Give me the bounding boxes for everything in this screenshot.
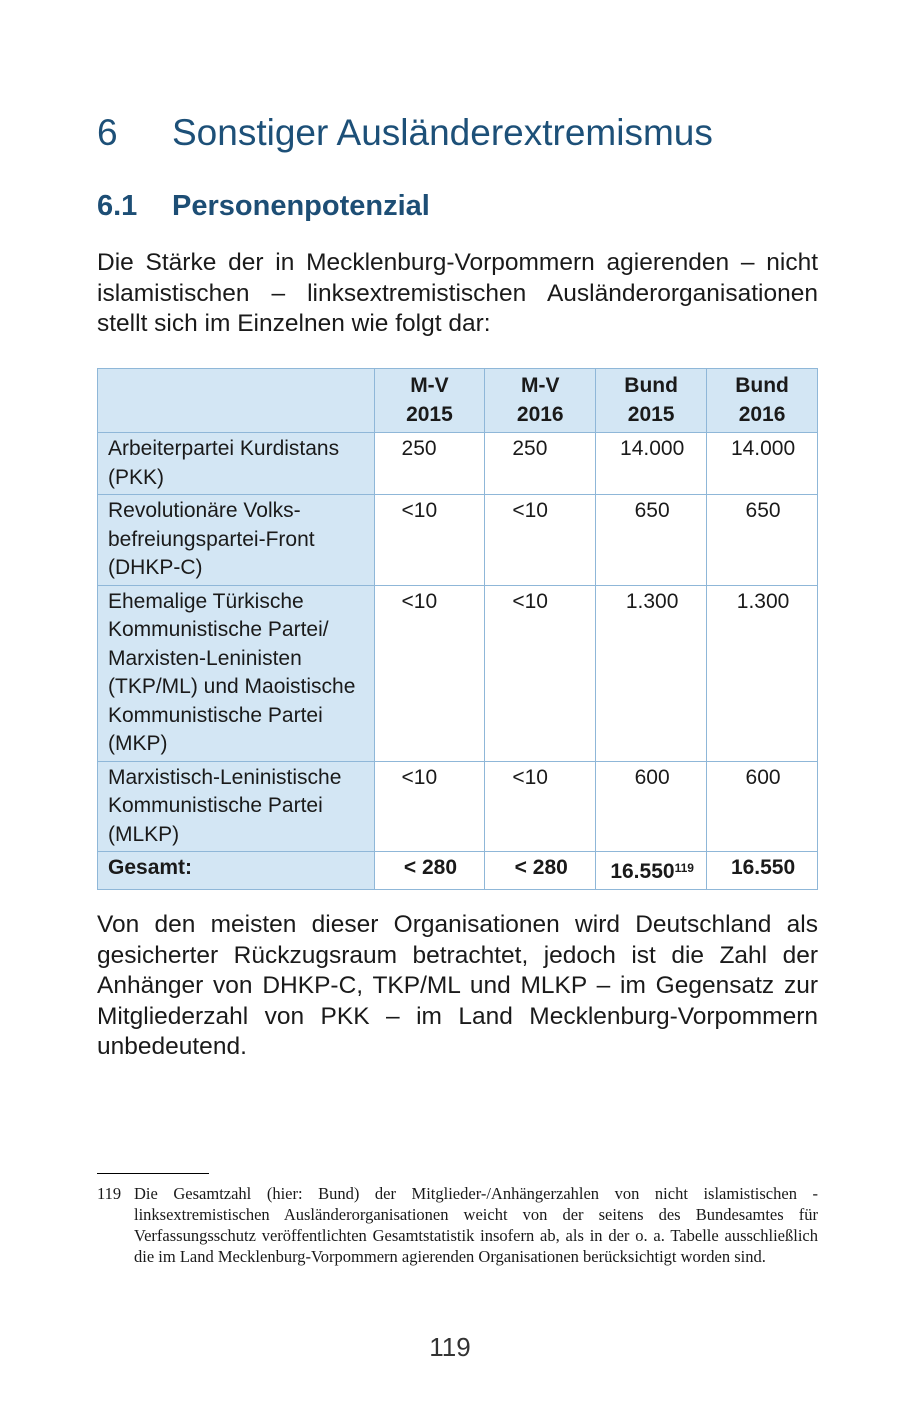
table-row: Ehemalige Türkische Kommunistische Parte…: [97, 584, 818, 762]
row-label: Marxistisch-Leninistische Kommunistische…: [97, 760, 375, 852]
chapter-title: 6 Sonstiger Ausländerextremismus: [97, 112, 713, 154]
value-cell: <10: [373, 584, 486, 762]
value-cell: <10: [484, 494, 597, 586]
total-value: 16.550: [706, 851, 818, 890]
value-cell: 1.300: [706, 584, 818, 762]
body-paragraph: Von den meisten dieser Organisationen wi…: [97, 911, 818, 1060]
header-cell: Bund 2015: [595, 368, 708, 433]
row-label: Revolutionäre Volks­befreiungspartei-Fro…: [97, 494, 375, 586]
total-value-text: 16.550: [610, 860, 675, 883]
value-cell: <10: [484, 584, 597, 762]
footnote: 119 Die Gesamtzahl (hier: Bund) der Mitgl…: [97, 1183, 818, 1267]
footnote-divider: [97, 1173, 209, 1174]
value-cell: 14.000: [706, 432, 818, 495]
value-cell: 1.300: [595, 584, 708, 762]
value-cell: 650: [706, 494, 818, 586]
header-cell: Bund 2016: [706, 368, 818, 433]
table-row: Arbeiterpartei Kurdistans (PKK) 250 250 14.…: [97, 432, 818, 495]
personenpotenzial-table: M-V 2015 M-V 2016 Bund 2015 Bund 2016 Arbeit…: [97, 368, 818, 890]
section-title: 6.1 Personenpotenzial: [97, 190, 430, 223]
value-cell: 650: [595, 494, 708, 586]
section-number: 6.1: [97, 190, 138, 222]
total-row: Gesamt: < 280 < 280 16.550119 16.550: [97, 851, 818, 890]
value-cell: <10: [373, 494, 486, 586]
total-value: 16.550119: [595, 851, 708, 890]
value-cell: <10: [484, 760, 597, 852]
footnote-number: 119: [97, 1184, 122, 1203]
row-label: Arbeiterpartei Kurdistans (PKK): [97, 432, 375, 495]
chapter-number: 6: [97, 112, 118, 153]
table-row: Revolutionäre Volks­befreiungspartei-Fro…: [97, 494, 818, 586]
header-cell: M-V 2016: [484, 368, 597, 433]
footnote-ref[interactable]: 119: [674, 861, 694, 875]
table-row: Marxistisch-Leninistische Kommunistische…: [97, 760, 818, 852]
intro-paragraph: Die Stärke der in Mecklenburg-Vorpommern…: [97, 249, 818, 337]
table-header-row: M-V 2015 M-V 2016 Bund 2015 Bund 2016: [97, 368, 818, 433]
header-cell: M-V 2015: [373, 368, 486, 433]
row-label: Ehemalige Türkische Kommunistische Parte…: [97, 584, 375, 762]
value-cell: 600: [595, 760, 708, 852]
total-value: < 280: [484, 851, 597, 890]
header-cell: [97, 368, 375, 433]
total-label: Gesamt:: [97, 851, 375, 890]
page-number: 119: [429, 1332, 471, 1362]
value-cell: 600: [706, 760, 818, 852]
value-cell: <10: [373, 760, 486, 852]
section-title-text: Personenpotenzial: [172, 190, 430, 222]
chapter-title-text: Sonstiger Ausländerextremismus: [172, 112, 713, 153]
value-cell: 250: [373, 432, 486, 495]
value-cell: 250: [484, 432, 597, 495]
value-cell: 14.000: [595, 432, 708, 495]
footnote-text: Die Gesamtzahl (hier: Bund) der Mitglied…: [134, 1184, 818, 1266]
total-value: < 280: [373, 851, 486, 890]
